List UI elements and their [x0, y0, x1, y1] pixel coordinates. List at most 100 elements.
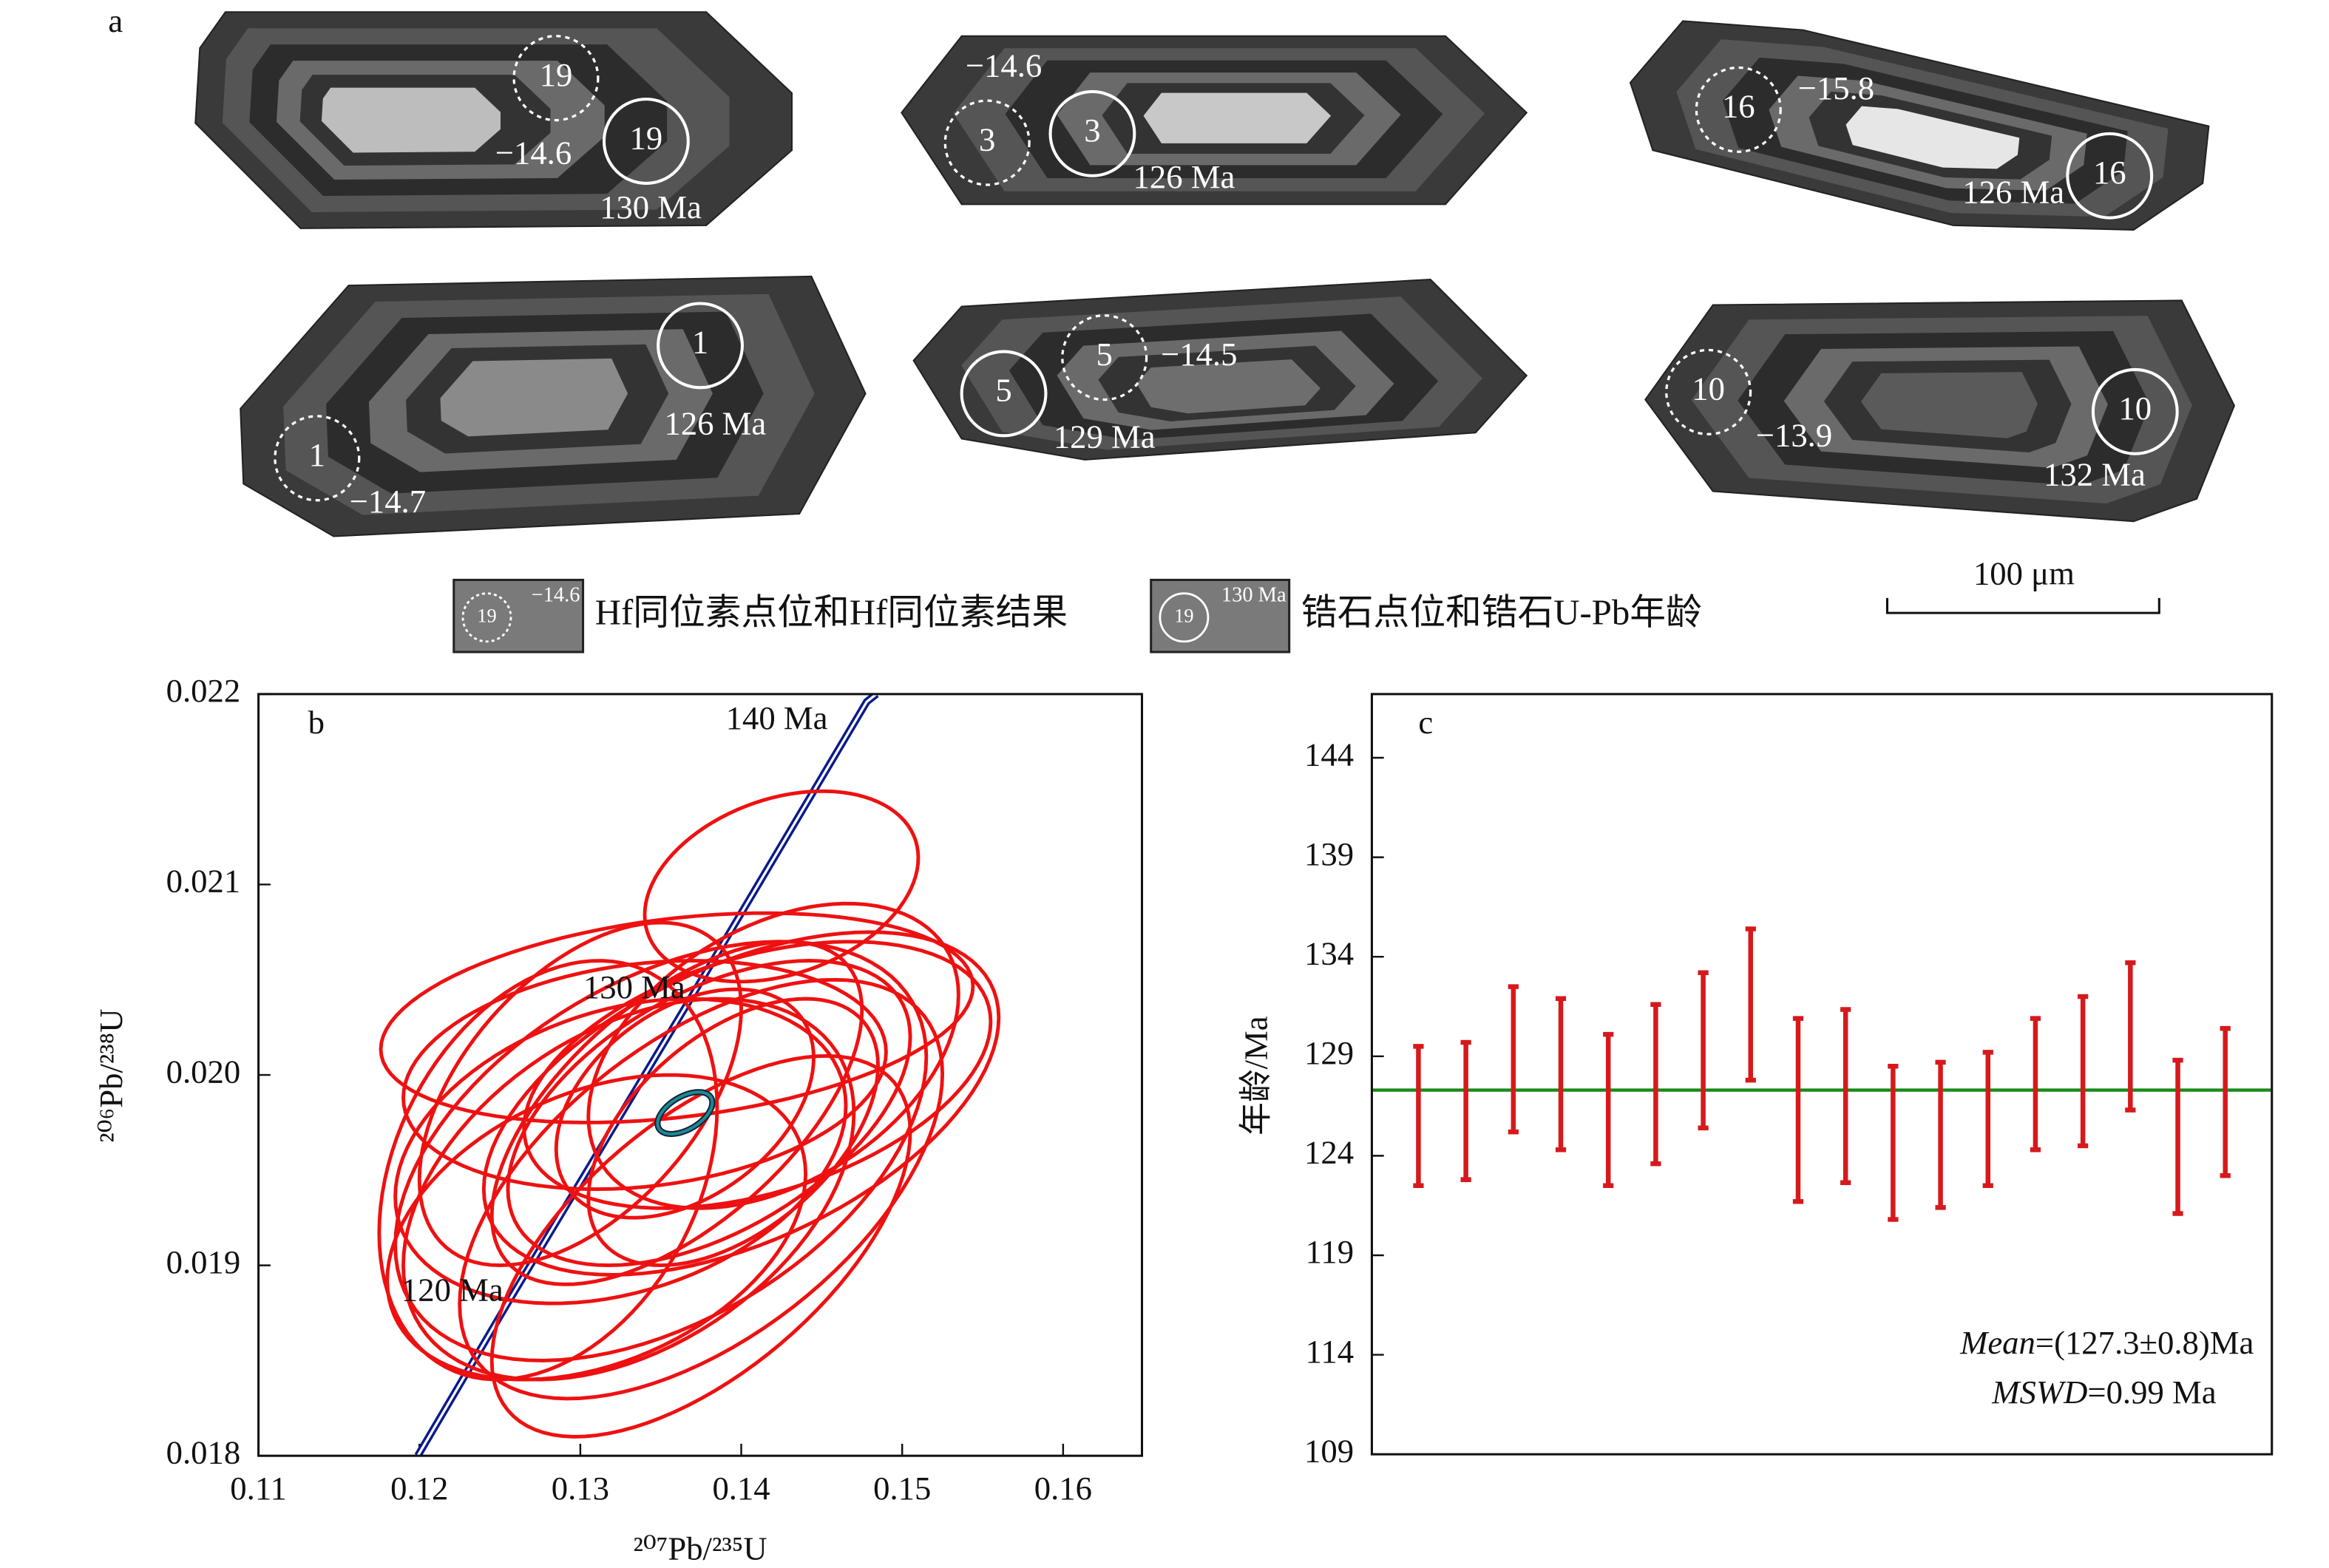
zircon-grain: 19 19 −14.6 130 Ma: [194, 11, 793, 229]
panel-label: c: [1418, 704, 1433, 741]
hf-spot-label: 3: [979, 121, 995, 157]
error-ellipse: [489, 940, 864, 1286]
y-tick-label: 119: [1306, 1233, 1354, 1270]
age-value: 129 Ma: [1054, 418, 1156, 455]
plot-frame: [1370, 693, 2274, 1456]
y-tick-label: 0.020: [166, 1053, 241, 1090]
y-axis-label: ²⁰⁶Pb/²³⁸U: [92, 1008, 129, 1142]
upb-spot: [960, 350, 1048, 438]
upb-spot: [2066, 132, 2154, 220]
age-mark-label: 140 Ma: [726, 699, 828, 736]
age-value: 126 Ma: [1133, 158, 1235, 195]
legend-spot: [1159, 592, 1210, 643]
y-tick-label: 139: [1304, 835, 1354, 872]
error-ellipse: [385, 1073, 808, 1382]
legend-text: Hf同位素点位和Hf同位素结果: [595, 592, 1068, 632]
growth-zone: [1136, 359, 1321, 414]
error-ellipse: [393, 997, 848, 1306]
y-tick-label: 109: [1304, 1432, 1354, 1469]
upb-spot: [602, 98, 690, 185]
hf-spot: [1665, 348, 1752, 435]
hf-value: −15.8: [1798, 69, 1874, 106]
age-value: 126 Ma: [664, 404, 766, 441]
stat-annotation: Mean=(127.3±0.8)Ma: [1959, 1324, 2254, 1361]
plot-area: [377, 693, 1001, 1456]
error-ellipse: [417, 920, 743, 1268]
upb-spot-label: 5: [995, 372, 1011, 409]
panel-label: b: [308, 704, 325, 741]
growth-zone: [1143, 92, 1332, 143]
hf-spot-label: 16: [1722, 88, 1755, 125]
hf-spot-label: 5: [1096, 336, 1113, 373]
error-bar: [1792, 1016, 1804, 1204]
x-tick-label: 0.15: [873, 1470, 931, 1507]
error-bar: [1982, 1050, 1993, 1189]
error-ellipse: [643, 789, 921, 984]
legend-spot-label: 19: [477, 604, 496, 626]
y-tick-label: 0.022: [166, 672, 241, 709]
growth-zone: [1860, 372, 2038, 438]
plot-frame: [257, 693, 1144, 1457]
y-tick-label: 129: [1304, 1034, 1354, 1071]
scale-bar: [1885, 597, 2160, 614]
upb-spot-label: 3: [1084, 112, 1100, 149]
y-tick-label: 134: [1304, 934, 1354, 971]
y-tick-label: 0.021: [166, 863, 241, 900]
error-ellipse: [377, 959, 719, 1382]
zircon-grain: 5 5 −14.5 129 Ma: [912, 278, 1528, 461]
zircon-grain: 10 10 −13.9 132 Ma: [1644, 299, 2236, 523]
error-bar: [1745, 926, 1756, 1083]
error-bar: [1555, 996, 1567, 1153]
error-bar: [1603, 1031, 1614, 1189]
upb-spot-label: 10: [2118, 390, 2152, 427]
upb-spot: [657, 302, 744, 390]
y-tick-label: 144: [1304, 736, 1354, 773]
hf-spot: [512, 35, 600, 122]
age-mark-label: 120 Ma: [401, 1272, 504, 1309]
error-bar: [1698, 970, 1709, 1130]
hf-spot-label: 19: [540, 56, 573, 93]
stat-name: Mean: [1959, 1324, 2035, 1361]
legend-value: −14.6: [532, 583, 580, 606]
error-bar: [2125, 960, 2136, 1113]
error-ellipse: [489, 1053, 912, 1439]
growth-zone: [321, 87, 501, 153]
age-value: 130 Ma: [600, 189, 702, 225]
y-tick-label: 114: [1306, 1333, 1354, 1370]
legend-swatch: [452, 578, 585, 654]
hf-spot-label: 10: [1692, 370, 1725, 407]
zircon-grain: 16 16 −15.8 126 Ma: [1629, 20, 2210, 231]
error-ellipse: [586, 997, 881, 1268]
growth-zone: [440, 358, 628, 437]
legend-spot: [461, 592, 512, 643]
error-ellipse: [379, 911, 975, 1124]
error-bar: [1413, 1044, 1424, 1189]
legend-spot-label: 19: [1174, 604, 1193, 626]
upb-spot: [1048, 89, 1136, 177]
y-tick-label: 0.019: [166, 1243, 241, 1280]
stat-name: MSWD: [1991, 1374, 2087, 1411]
age-mark-label: 130 Ma: [583, 968, 685, 1005]
mean-ellipse: [656, 1090, 714, 1136]
stat-value: =(127.3±0.8)Ma: [2035, 1324, 2254, 1361]
error-ellipse: [586, 901, 960, 1210]
error-bar: [2220, 1025, 2231, 1178]
legend-value: 130 Ma: [1221, 583, 1286, 606]
error-bar: [1460, 1039, 1471, 1182]
x-tick-label: 0.12: [390, 1470, 448, 1507]
x-axis-label: ²⁰⁷Pb/²³⁵U: [633, 1530, 767, 1567]
scale-bar-label: 100 μm: [1973, 555, 2075, 592]
panel-label: a: [108, 2, 123, 39]
error-ellipse: [554, 987, 816, 1220]
error-bar: [1840, 1007, 1851, 1185]
error-bar: [1650, 1002, 1661, 1167]
legend-text: 锆石点位和锆石U-Pb年龄: [1301, 592, 1702, 632]
error-ellipse: [481, 930, 1001, 1277]
upb-spot: [2091, 367, 2179, 455]
error-bar: [1508, 984, 1519, 1135]
x-tick-label: 0.11: [230, 1470, 287, 1507]
hf-spot: [1695, 66, 1782, 153]
hf-value: −14.6: [495, 135, 572, 172]
